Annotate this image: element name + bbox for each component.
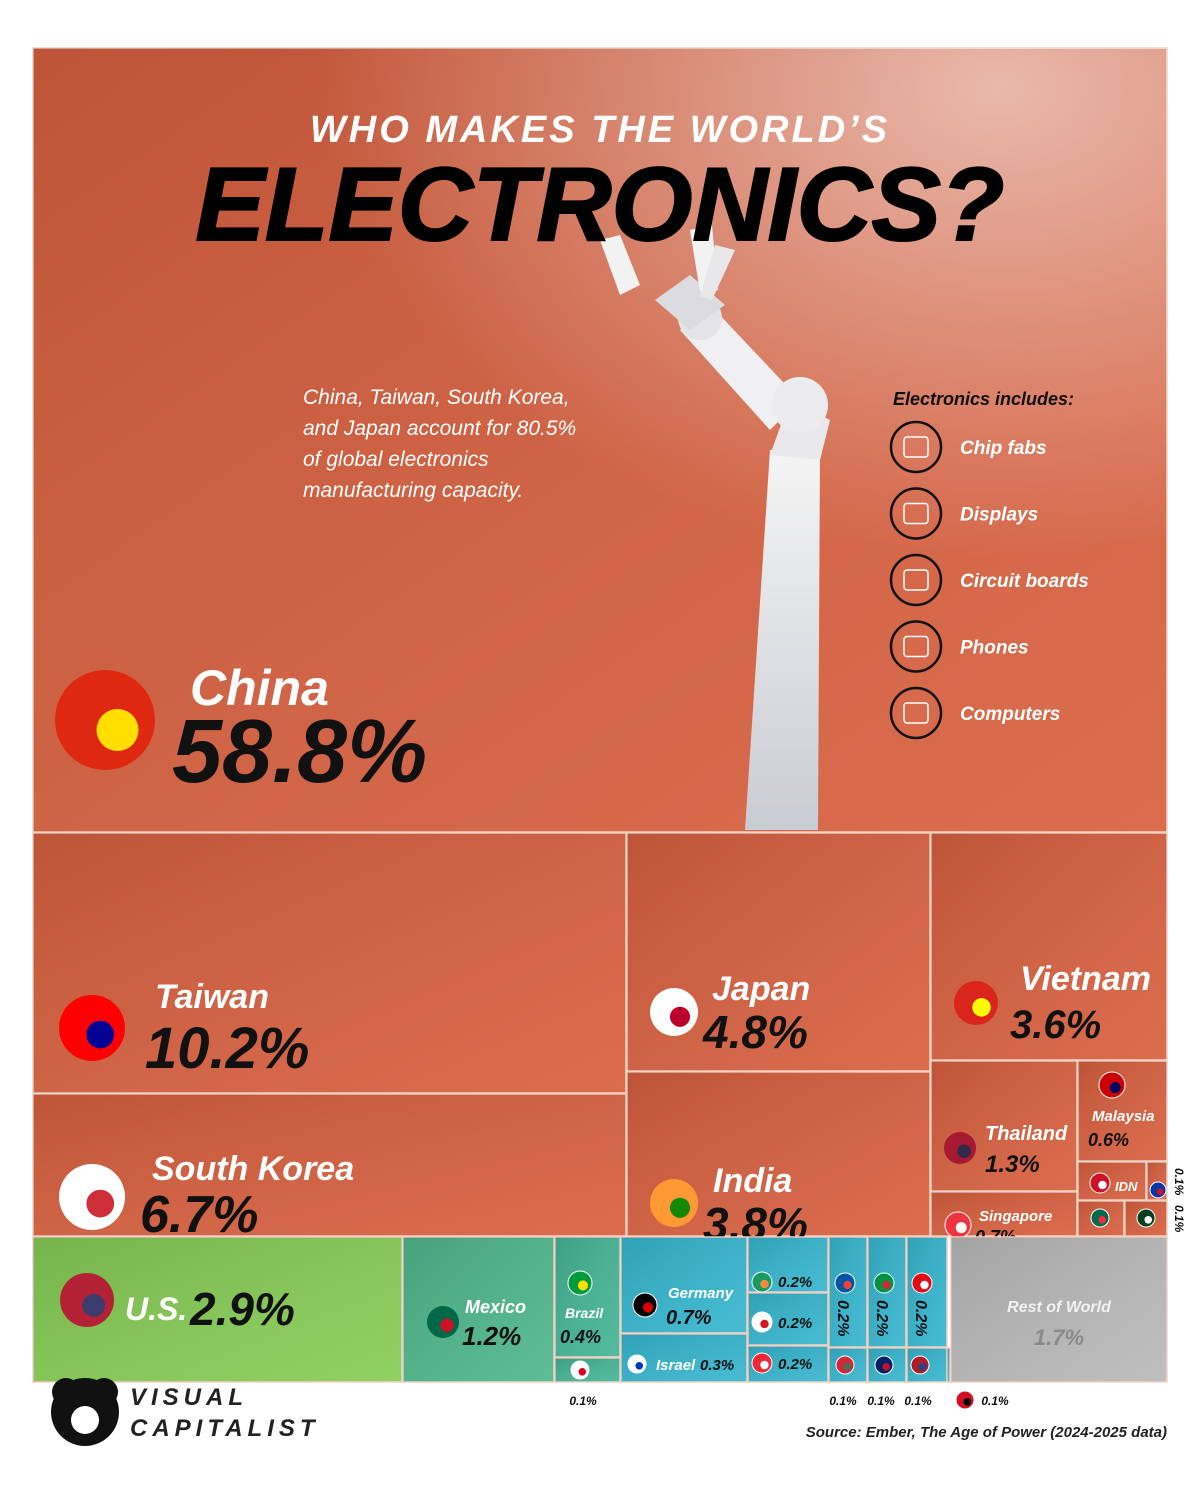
tile-label: Japan — [712, 970, 810, 1008]
chart-title: WHO MAKES THE WORLD’S — [310, 109, 890, 151]
flag — [669, 1197, 691, 1218]
tile-label: Israel — [656, 1357, 696, 1374]
value-label: 0.2% — [778, 1356, 812, 1373]
flag — [1098, 1216, 1107, 1224]
decoration — [33, 48, 1167, 1446]
chart-subtitle: ELECTRONICS? — [196, 147, 1005, 263]
flag — [1109, 1082, 1121, 1094]
flag — [957, 1144, 971, 1158]
include-icon — [889, 487, 943, 540]
tile-label: Brazil — [565, 1305, 604, 1321]
flag — [1156, 1188, 1164, 1195]
include-icon — [889, 420, 943, 474]
source: Source: Ember, The Age of Power (2024-20… — [806, 1424, 1167, 1441]
value-label: 0.1% — [1172, 1168, 1186, 1196]
brand: CAPITALIST — [130, 1415, 320, 1442]
include-label: Phones — [960, 638, 1029, 659]
value-label: 0.2% — [912, 1300, 929, 1336]
tile-label: Singapore — [979, 1208, 1052, 1225]
include-icon — [903, 702, 929, 724]
value-label: 0.7% — [666, 1307, 712, 1329]
value-label: 0.1% — [1172, 1205, 1186, 1233]
tile-label: Malaysia — [1092, 1108, 1155, 1125]
flag — [578, 1368, 587, 1376]
include-label: Displays — [960, 505, 1038, 526]
value-label: 0.1% — [569, 1394, 597, 1408]
value-label: 0.2% — [778, 1274, 812, 1291]
flag — [1098, 1180, 1107, 1190]
value-label: 0.2% — [778, 1315, 812, 1332]
include-icon — [903, 635, 929, 658]
include-icon — [889, 686, 943, 740]
flag — [918, 1363, 927, 1371]
value-label: 0.6% — [1088, 1130, 1129, 1150]
include-icon — [889, 553, 943, 607]
tile-label: India — [713, 1162, 792, 1200]
value-label: 1.3% — [985, 1151, 1040, 1178]
flag — [760, 1360, 769, 1370]
flag — [635, 1362, 644, 1370]
value-label: 0.2% — [834, 1300, 851, 1336]
description: China, Taiwan, South Korea, and Japan ac… — [303, 386, 577, 502]
includes-title: Electronics includes: — [893, 389, 1074, 409]
tile — [946, 1347, 951, 1383]
value-label: 0.2% — [873, 1300, 890, 1336]
flag — [642, 1302, 654, 1313]
tile-label: IDN — [1115, 1179, 1138, 1194]
value-label: 0.1% — [867, 1394, 895, 1408]
flag — [86, 1189, 115, 1218]
flag — [86, 1020, 115, 1049]
tile-label: Germany — [668, 1285, 734, 1302]
flag — [882, 1363, 891, 1371]
flag — [963, 1398, 972, 1406]
value-label: 2.9% — [189, 1283, 295, 1335]
logo — [51, 1378, 119, 1446]
tile-label: Rest of World — [1007, 1299, 1112, 1316]
include-icon — [903, 569, 929, 591]
flag — [577, 1280, 589, 1291]
tile — [32, 832, 627, 1094]
flag — [760, 1279, 769, 1289]
brand: VISUAL — [130, 1384, 248, 1411]
tile-label: Vietnam — [1020, 960, 1151, 998]
value-label: 1.2% — [462, 1321, 521, 1351]
value-label: 1.7% — [1034, 1325, 1084, 1350]
value-label: 0.1% — [981, 1394, 1009, 1408]
tile-label: U.S. — [125, 1291, 187, 1327]
value-label: 0.3% — [700, 1357, 734, 1374]
flag — [920, 1280, 929, 1290]
tile-label: Taiwan — [155, 978, 269, 1016]
include-icon — [889, 620, 943, 673]
value-label: 0.1% — [904, 1394, 932, 1408]
flag — [82, 1294, 106, 1317]
robot-arm — [600, 225, 830, 830]
value-label: 0.4% — [560, 1327, 601, 1347]
value-label: 3.6% — [1010, 1003, 1101, 1047]
value-label: 10.2% — [145, 1016, 309, 1081]
include-label: Chip fabs — [960, 438, 1047, 459]
include-icon — [903, 502, 929, 525]
tile-label: Mexico — [465, 1297, 526, 1317]
flag — [955, 1222, 967, 1234]
include-label: Computers — [960, 704, 1060, 725]
include-label: Circuit boards — [960, 571, 1089, 592]
tile-label: Thailand — [985, 1123, 1068, 1145]
flag — [669, 1006, 691, 1027]
value-label: 6.7% — [140, 1186, 259, 1244]
flag — [972, 998, 991, 1017]
flag — [843, 1280, 852, 1290]
value-label: 4.8% — [702, 1006, 808, 1058]
flag — [843, 1363, 852, 1371]
include-icon — [903, 436, 929, 458]
flag — [440, 1318, 454, 1332]
glare — [33, 48, 1167, 832]
flag — [760, 1319, 769, 1329]
value-label: 0.1% — [829, 1394, 857, 1408]
flag — [882, 1280, 891, 1290]
flag — [1144, 1216, 1153, 1224]
tile-label: South Korea — [152, 1150, 354, 1188]
